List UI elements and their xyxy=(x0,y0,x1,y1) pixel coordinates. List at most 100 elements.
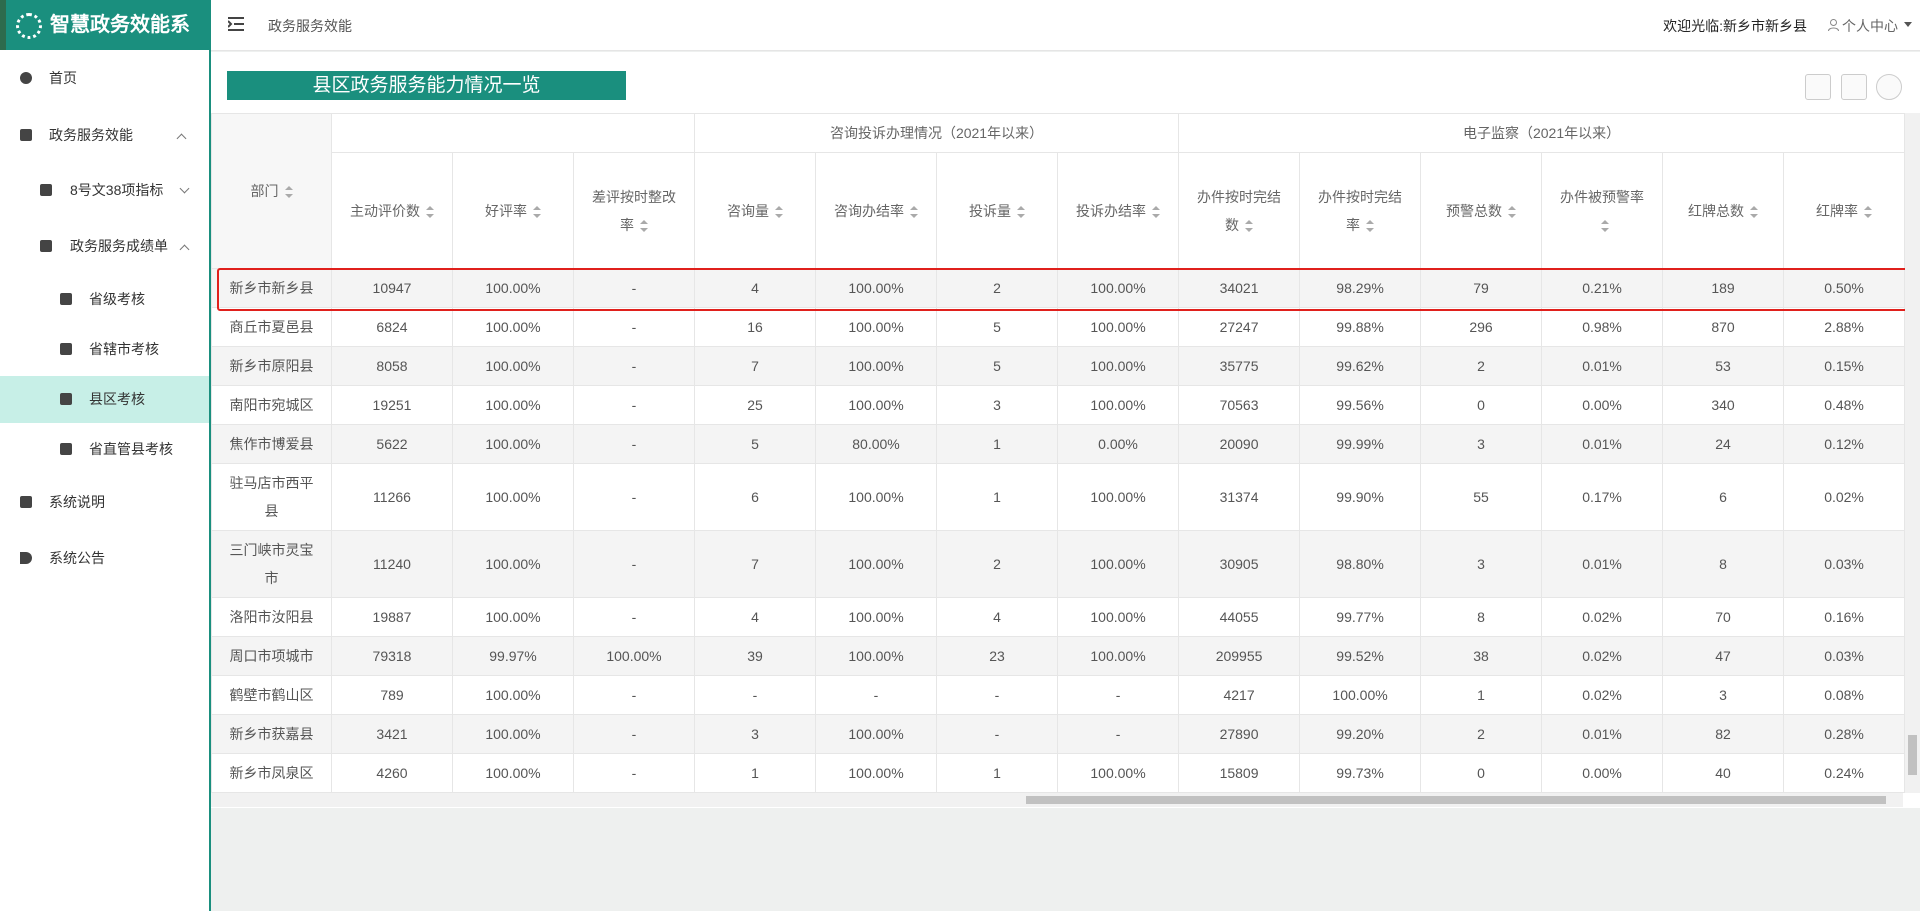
table-cell: 3 xyxy=(936,385,1059,425)
table-cell: 100.00% xyxy=(1057,636,1180,676)
table-cell: 100.00% xyxy=(815,636,938,676)
table-cell: 100.00% xyxy=(452,346,574,386)
menu-label: 政务服务成绩单 xyxy=(70,238,168,254)
menu-item[interactable]: 省直管县考核 xyxy=(60,439,173,459)
scroll-thumb[interactable] xyxy=(1908,735,1917,775)
table-cell: 8 xyxy=(1420,597,1543,637)
table-cell: 100.00% xyxy=(452,268,574,308)
menu-item[interactable]: 省辖市考核 xyxy=(60,339,159,359)
table-cell: 3 xyxy=(1662,675,1785,715)
table-cell: 0.02% xyxy=(1541,675,1664,715)
menu-item[interactable]: 系统说明 xyxy=(20,492,105,512)
header-label: 咨询办结率 xyxy=(834,202,905,219)
table-cell: 99.62% xyxy=(1299,346,1422,386)
header-cell: 办件按时完结数 xyxy=(1178,152,1301,269)
header-label: 咨询量 xyxy=(727,202,770,219)
table-cell: - xyxy=(572,597,696,637)
table-cell: - xyxy=(1057,675,1180,715)
table-cell: 100.00% xyxy=(815,753,938,793)
print-button[interactable] xyxy=(1876,74,1902,100)
table-cell: 82 xyxy=(1662,714,1785,754)
header-cell: 投诉量 xyxy=(936,152,1059,269)
menu-item[interactable]: 8号文38项指标 xyxy=(40,180,215,200)
sort-icon[interactable] xyxy=(1750,205,1759,218)
table-row: 焦作市博爱县 5622 100.00% -5 80.00% 1 0.00% 20090 99.9… xyxy=(211,424,1906,464)
horizontal-scrollbar[interactable] xyxy=(211,793,1903,807)
table-cell: 2 xyxy=(1420,346,1543,386)
table-cell: 0.15% xyxy=(1783,346,1906,386)
table-row: 驻马店市西平县 11266 100.00% -6 100.00% 1 100.00% 3137… xyxy=(211,463,1906,531)
sort-icon[interactable] xyxy=(910,205,919,218)
table-cell: 0.21% xyxy=(1541,268,1664,308)
breadcrumb: 政务服务效能 xyxy=(268,18,352,34)
brand: 智慧政务效能系统 xyxy=(0,0,209,86)
table-cell: 6824 xyxy=(331,307,453,347)
header-row: 部门 咨询投诉办理情况（2021年以来） 电子监察（2021年以来） xyxy=(211,113,1906,269)
header-label: 办件被预警率 xyxy=(1560,188,1645,205)
table-cell: 2.88% xyxy=(1783,307,1906,347)
table-cell: 2 xyxy=(936,530,1059,598)
header-label: 办件按时完结数 xyxy=(1197,188,1282,233)
table-cell: 0.03% xyxy=(1783,636,1906,676)
table-cell: 209955 xyxy=(1178,636,1301,676)
table-cell: 0.98% xyxy=(1541,307,1664,347)
sort-icon[interactable] xyxy=(533,205,541,218)
dept-cell: 焦作市博爱县 xyxy=(211,424,332,464)
columns-button[interactable] xyxy=(1805,74,1831,100)
table-cell: 100.00% xyxy=(1057,597,1180,637)
table-cell: 30905 xyxy=(1178,530,1301,598)
sort-icon[interactable] xyxy=(640,219,648,232)
table-cell: 27890 xyxy=(1178,714,1301,754)
sort-icon[interactable] xyxy=(1601,219,1610,232)
vertical-scrollbar[interactable] xyxy=(1905,113,1920,793)
sort-icon[interactable] xyxy=(284,186,293,199)
user-center[interactable]: 个人中心 xyxy=(1828,16,1898,36)
dept-cell: 鹤壁市鹤山区 xyxy=(211,675,332,715)
menu-label: 8号文38项指标 xyxy=(70,182,164,198)
table-cell: 11266 xyxy=(331,463,453,531)
table-cell: 19887 xyxy=(331,597,453,637)
header-cell: 咨询办结率 xyxy=(815,152,938,269)
sort-icon[interactable] xyxy=(775,205,784,218)
header-cell: 咨询量 xyxy=(694,152,817,269)
sort-icon[interactable] xyxy=(1864,205,1873,218)
table-cell: 27247 xyxy=(1178,307,1301,347)
menu-item[interactable]: 首页 xyxy=(20,68,77,88)
table-cell: 0.00% xyxy=(1057,424,1180,464)
dept-cell: 商丘市夏邑县 xyxy=(211,307,332,347)
table-cell: 3 xyxy=(694,714,817,754)
header-cell: 办件被预警率 xyxy=(1541,152,1664,269)
sort-icon[interactable] xyxy=(1017,205,1026,218)
table-cell: 99.90% xyxy=(1299,463,1422,531)
sort-icon[interactable] xyxy=(1245,219,1254,232)
table-cell: 4 xyxy=(694,268,817,308)
table-cell: - xyxy=(815,675,938,715)
table-cell: - xyxy=(572,530,696,598)
table-cell: 100.00% xyxy=(815,597,938,637)
scroll-thumb[interactable] xyxy=(1026,796,1886,804)
sort-icon[interactable] xyxy=(1508,205,1517,218)
menu-item[interactable]: 政务服务效能 xyxy=(20,125,209,145)
table-cell: 340 xyxy=(1662,385,1785,425)
table-row: 商丘市夏邑县 6824 100.00% -16 100.00% 5 100.00% 27247… xyxy=(211,307,1906,347)
menu-item[interactable]: 县区考核 xyxy=(60,389,145,409)
table-cell: 100.00% xyxy=(1057,753,1180,793)
sort-icon[interactable] xyxy=(1152,205,1161,218)
export-button[interactable] xyxy=(1841,74,1867,100)
table-cell: 100.00% xyxy=(815,463,938,531)
menu-toggle[interactable] xyxy=(228,17,244,31)
table-cell: 1 xyxy=(936,424,1059,464)
table-cell: - xyxy=(572,424,696,464)
menu-item[interactable]: 省级考核 xyxy=(60,289,145,309)
table-cell: - xyxy=(936,675,1059,715)
table-cell: 1 xyxy=(694,753,817,793)
table-cell: 4217 xyxy=(1178,675,1301,715)
menu-item[interactable]: 政务服务成绩单 xyxy=(40,236,215,256)
menu-item[interactable]: 系统公告 xyxy=(20,548,105,568)
sort-icon[interactable] xyxy=(1366,219,1375,232)
table-cell: 7 xyxy=(694,530,817,598)
table-cell: 15809 xyxy=(1178,753,1301,793)
sort-icon[interactable] xyxy=(426,205,434,218)
dept-cell: 新乡市原阳县 xyxy=(211,346,332,386)
